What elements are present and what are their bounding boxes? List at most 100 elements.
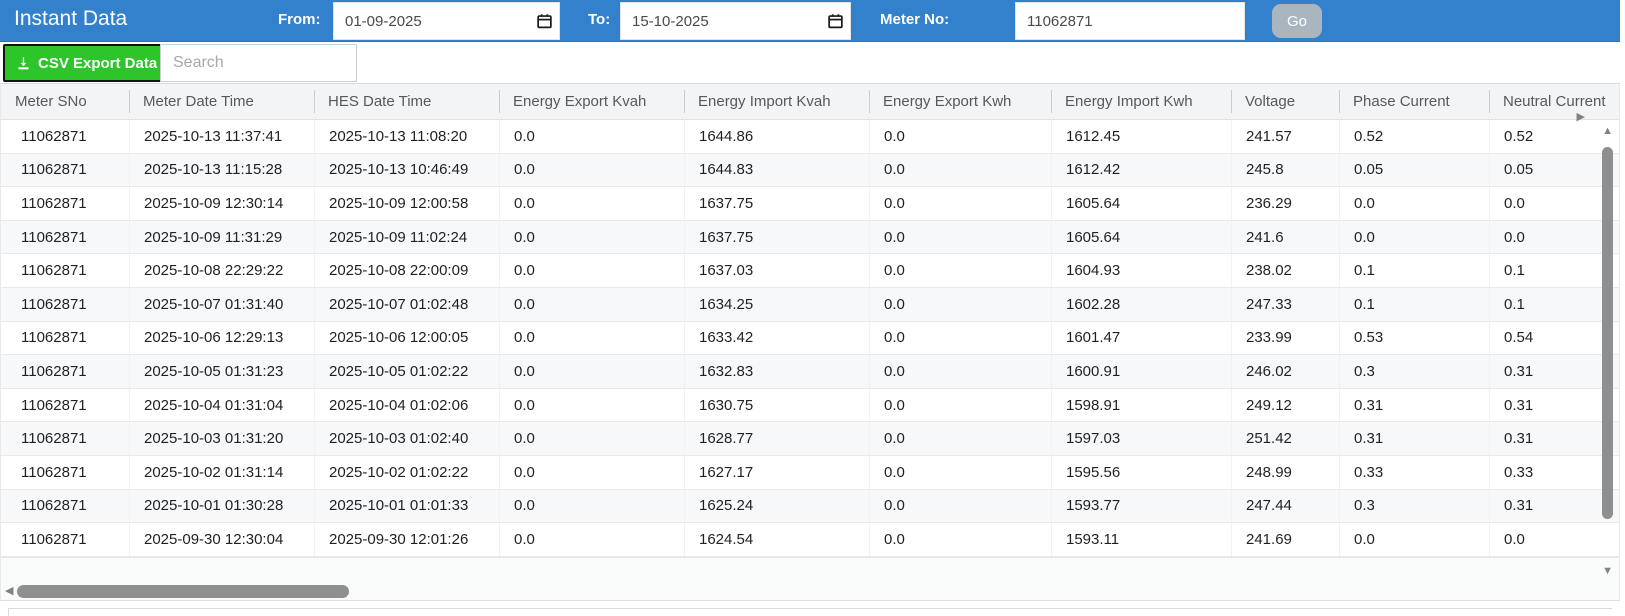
table-cell: 251.42 (1231, 422, 1339, 455)
calendar-icon[interactable] (826, 12, 844, 31)
table-row[interactable]: 11062871 2025-10-08 22:29:22 2025-10-08 22… (1, 254, 1619, 288)
scroll-right-icon[interactable]: ▶ (1576, 111, 1585, 123)
table-cell: 0.33 (1339, 455, 1489, 489)
table-cell: 11062871 (21, 194, 87, 212)
table-cell: 11062871 (21, 161, 87, 179)
table-cell: 0.52 (1339, 120, 1489, 153)
table-cell: 233.99 (1231, 321, 1339, 355)
column-header[interactable]: HES Date Time (314, 84, 499, 119)
table-cell: 0.05 (1339, 153, 1489, 187)
table-row[interactable]: 11062871 2025-10-09 11:31:29 2025-10-09 11… (1, 220, 1619, 255)
column-header[interactable]: Meter Date Time (129, 84, 314, 119)
table-cell: 0.1 (1339, 254, 1489, 287)
csv-export-button[interactable]: CSV Export Data (3, 44, 171, 82)
table-row[interactable]: 11062871 2025-10-06 12:29:13 2025-10-06 12… (1, 321, 1619, 356)
table-row[interactable]: 11062871 2025-10-13 11:37:41 2025-10-13 11… (1, 120, 1619, 154)
toolbar: CSV Export Data (0, 43, 1620, 83)
calendar-icon[interactable] (535, 12, 553, 31)
table-cell: 0.0 (869, 455, 1051, 489)
table-row[interactable]: 11062871 2025-10-09 12:30:14 2025-10-09 12… (1, 187, 1619, 221)
table-cell: 0.1 (1489, 254, 1619, 287)
table-cell: 11062871 (21, 329, 87, 347)
table-cell: 0.0 (1339, 187, 1489, 220)
table-cell: 0.3 (1339, 355, 1489, 388)
table-cell: 2025-10-06 12:00:05 (314, 321, 499, 355)
table-row[interactable]: 11062871 2025-10-07 01:31:40 2025-10-07 01… (1, 287, 1619, 322)
column-header[interactable]: Energy Import Kwh (1051, 84, 1231, 119)
table-cell: 0.31 (1489, 422, 1619, 455)
table-cell: 1604.93 (1051, 254, 1231, 287)
table-cell: 2025-09-30 12:01:26 (314, 523, 499, 556)
table-cell: 238.02 (1231, 254, 1339, 287)
column-header[interactable]: Energy Export Kvah (499, 84, 684, 119)
meter-no-input[interactable] (1015, 2, 1245, 40)
table-cell: 2025-10-08 22:29:22 (129, 254, 314, 287)
table-cell: 0.0 (1339, 220, 1489, 254)
table-cell: 0.52 (1489, 120, 1619, 153)
column-header[interactable]: Energy Import Kvah (684, 84, 869, 119)
table-cell: 1605.64 (1051, 187, 1231, 220)
table-cell: 0.0 (869, 489, 1051, 523)
search-input[interactable] (160, 44, 357, 82)
to-date-input[interactable] (620, 2, 851, 40)
table-cell: 0.0 (499, 455, 684, 489)
table-cell: 0.0 (869, 187, 1051, 220)
column-header[interactable]: Meter SNo (15, 93, 87, 110)
table-cell: 1627.17 (684, 455, 869, 489)
table-row[interactable]: 11062871 2025-10-05 01:31:23 2025-10-05 01… (1, 355, 1619, 389)
table-cell: 1601.47 (1051, 321, 1231, 355)
top-bar: Instant Data From: To: Meter No: Go (0, 0, 1620, 42)
column-header[interactable]: Voltage (1231, 84, 1339, 119)
table-cell: 2025-09-30 12:30:04 (129, 523, 314, 556)
table-cell: 2025-10-06 12:29:13 (129, 321, 314, 355)
table-cell: 247.33 (1231, 287, 1339, 321)
scroll-down-icon[interactable]: ▼ (1602, 565, 1613, 577)
table-cell: 1637.75 (684, 187, 869, 220)
table-cell: 1624.54 (684, 523, 869, 556)
go-button[interactable]: Go (1272, 4, 1322, 38)
table-cell: 0.0 (869, 388, 1051, 422)
scroll-up-icon[interactable]: ▲ (1602, 125, 1613, 137)
table-row[interactable]: 11062871 2025-09-30 12:30:04 2025-09-30 12… (1, 523, 1619, 557)
table-cell: 2025-10-13 10:46:49 (314, 153, 499, 187)
table-row[interactable]: 11062871 2025-10-13 11:15:28 2025-10-13 10… (1, 153, 1619, 188)
table-cell: 11062871 (21, 463, 87, 481)
table-row[interactable]: 11062871 2025-10-02 01:31:14 2025-10-02 01… (1, 455, 1619, 490)
horizontal-scrollbar-thumb[interactable] (17, 585, 349, 598)
column-header[interactable]: Energy Export Kwh (869, 84, 1051, 119)
table-cell: 0.0 (499, 254, 684, 287)
table-cell: 1644.86 (684, 120, 869, 153)
table-cell: 247.44 (1231, 489, 1339, 523)
table-cell: 11062871 (21, 127, 87, 145)
table-row[interactable]: 11062871 2025-10-03 01:31:20 2025-10-03 01… (1, 422, 1619, 456)
table-row[interactable]: 11062871 2025-10-04 01:31:04 2025-10-04 01… (1, 388, 1619, 423)
data-table: Meter SNo Meter Date Time HES Date Time Ene… (0, 83, 1620, 601)
scroll-left-icon[interactable]: ◀ (5, 585, 14, 597)
table-cell: 2025-10-13 11:15:28 (129, 153, 314, 187)
table-cell: 2025-10-04 01:02:06 (314, 388, 499, 422)
table-cell: 249.12 (1231, 388, 1339, 422)
table-cell: 1625.24 (684, 489, 869, 523)
table-cell: 0.0 (499, 220, 684, 254)
table-cell: 11062871 (21, 530, 87, 548)
horizontal-scrollbar[interactable]: ◀ (1, 557, 1619, 600)
table-cell: 2025-10-07 01:02:48 (314, 287, 499, 321)
table-cell: 0.3 (1339, 489, 1489, 523)
table-cell: 1605.64 (1051, 220, 1231, 254)
column-header[interactable]: Phase Current (1339, 84, 1489, 119)
table-cell: 1632.83 (684, 355, 869, 388)
table-cell: 241.57 (1231, 120, 1339, 153)
table-cell: 0.33 (1489, 455, 1619, 489)
table-cell: 1597.03 (1051, 422, 1231, 455)
table-cell: 0.0 (1489, 220, 1619, 254)
table-cell: 1602.28 (1051, 287, 1231, 321)
table-cell: 2025-10-04 01:31:04 (129, 388, 314, 422)
from-date-input[interactable] (333, 2, 560, 40)
vertical-scrollbar-thumb[interactable] (1602, 147, 1613, 519)
table-cell: 0.0 (869, 153, 1051, 187)
table-row[interactable]: 11062871 2025-10-01 01:30:28 2025-10-01 01… (1, 489, 1619, 524)
meter-no-label: Meter No: (880, 11, 950, 28)
table-cell: 0.0 (1339, 523, 1489, 556)
column-header[interactable]: Neutral Current (1489, 84, 1619, 119)
